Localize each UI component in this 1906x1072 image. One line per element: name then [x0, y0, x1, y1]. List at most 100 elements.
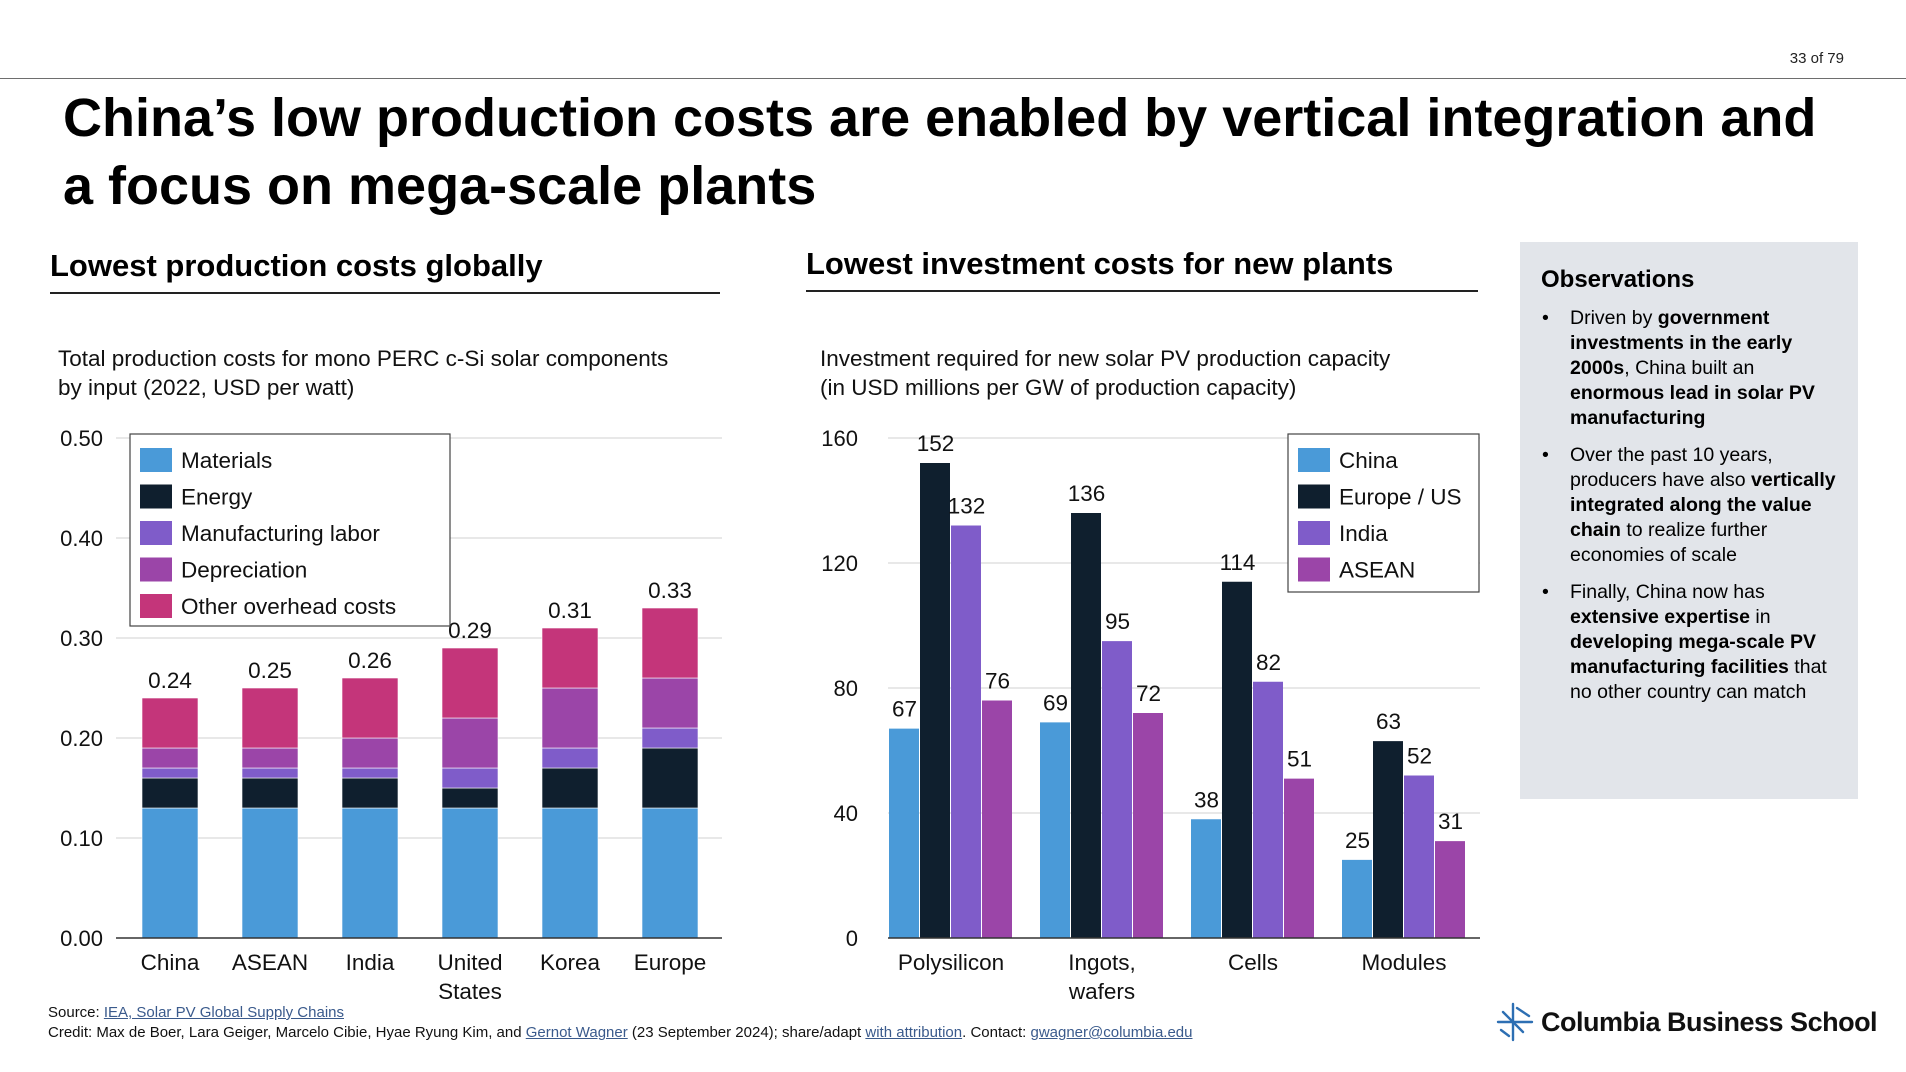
bar-segment: [541, 807, 599, 939]
observations-list: • Driven by government investments in the…: [1540, 306, 1840, 717]
y-tick-label: 0.10: [60, 826, 103, 851]
page-number: 33 of 79: [1789, 50, 1844, 67]
bar-value-label: 72: [1136, 681, 1161, 706]
bar-segment: [541, 627, 599, 689]
bar: [1133, 713, 1163, 938]
bar: [1373, 741, 1403, 938]
bar: [920, 463, 950, 938]
investment-costs-subtitle: Investment required for new solar PV pro…: [820, 344, 1390, 402]
bar: [1222, 581, 1252, 938]
bar-segment: [241, 747, 299, 769]
legend-swatch: [140, 557, 172, 582]
bar: [1191, 819, 1221, 938]
x-category-label: States: [438, 979, 502, 1004]
bar-segment: [241, 767, 299, 779]
legend-label: India: [1339, 521, 1388, 546]
bar-segment: [641, 747, 699, 809]
x-category-label: Cells: [1228, 950, 1278, 975]
bar-segment: [241, 777, 299, 809]
observation-text: , China built an: [1624, 357, 1755, 379]
observation-text: government investments in the early 2000…: [1570, 307, 1793, 379]
x-category-label: wafers: [1068, 979, 1135, 1004]
investment-costs-subtitle-line1: Investment required for new solar PV pro…: [820, 346, 1391, 371]
legend-label: Energy: [181, 485, 253, 510]
investment-costs-heading: Lowest investment costs for new plants: [806, 246, 1478, 292]
legend-label: Europe / US: [1339, 485, 1462, 510]
contact-email-link[interactable]: gwagner@columbia.edu: [1030, 1024, 1193, 1041]
bar-segment: [441, 647, 499, 719]
bar: [1284, 778, 1314, 938]
legend-swatch: [140, 484, 172, 509]
bar-segment: [541, 747, 599, 769]
observation-text: extensive expertise: [1570, 606, 1750, 628]
y-tick-label: 120: [821, 551, 858, 576]
bar-segment: [341, 737, 399, 769]
bar: [1253, 681, 1283, 938]
logo-text: Columbia Business School: [1541, 1006, 1878, 1037]
source-link[interactable]: IEA, Solar PV Global Supply Chains: [103, 1004, 344, 1021]
legend-swatch: [140, 448, 172, 472]
bar-segment: [141, 807, 199, 939]
bar-value-label: 152: [917, 431, 955, 456]
legend-label: Manufacturing labor: [181, 521, 380, 546]
bar-segment: [541, 767, 599, 809]
legend-label: China: [1339, 448, 1398, 473]
investment-costs-subtitle-line2: (in USD millions per GW of production ca…: [820, 375, 1297, 400]
bar-value-label: 25: [1345, 828, 1370, 853]
observation-item: • Finally, China now has extensive expert…: [1540, 580, 1840, 705]
bar-segment: [241, 687, 299, 749]
x-category-label: Ingots,: [1068, 950, 1136, 975]
bullet-icon: •: [1542, 581, 1549, 603]
y-tick-label: 40: [834, 801, 858, 826]
x-category-label: Korea: [540, 950, 601, 975]
observation-item: • Driven by government investments in the…: [1540, 306, 1840, 431]
observation-text: vertically integrated along the value ch…: [1570, 469, 1836, 541]
bar-value-label: 51: [1287, 747, 1312, 772]
bar-segment: [141, 747, 199, 769]
x-category-label: ASEAN: [232, 950, 308, 975]
legend-label: Other overhead costs: [181, 594, 396, 619]
x-category-label: United: [437, 950, 502, 975]
bar-segment: [441, 787, 499, 809]
y-tick-label: 0.50: [60, 426, 103, 451]
observation-text: that no other country can match: [1570, 656, 1827, 703]
source-line: Source: IEA, Solar PV Global Supply Chai…: [48, 1003, 1192, 1023]
total-value-label: 0.29: [448, 618, 492, 643]
columbia-logo: Columbia Business School: [1495, 1002, 1878, 1042]
bar: [1102, 641, 1132, 938]
legend-label: Depreciation: [181, 558, 307, 583]
total-value-label: 0.31: [548, 598, 592, 623]
bar-value-label: 76: [985, 669, 1010, 694]
bar-segment: [641, 727, 699, 749]
bar: [982, 700, 1012, 938]
bar-value-label: 52: [1407, 744, 1432, 769]
observation-text: Finally, China now has: [1570, 581, 1765, 603]
total-value-label: 0.25: [248, 658, 292, 683]
bullet-icon: •: [1542, 307, 1549, 329]
observation-text: in: [1749, 606, 1771, 628]
observation-text: developing mega-scale PV manufacturing f…: [1570, 631, 1817, 678]
bar: [1342, 859, 1372, 938]
bar-segment: [341, 677, 399, 739]
bullet-icon: •: [1542, 444, 1549, 466]
bar: [1071, 513, 1101, 938]
bar-segment: [441, 807, 499, 939]
source-credit: Source: IEA, Solar PV Global Supply Chai…: [48, 1003, 1192, 1043]
legend-swatch: [1298, 521, 1330, 545]
bar-segment: [641, 677, 699, 729]
x-category-label: Europe: [634, 950, 707, 975]
legend-label: Materials: [181, 448, 272, 473]
bar-value-label: 136: [1068, 481, 1106, 506]
page-title: China’s low production costs are enabled…: [63, 88, 1817, 216]
total-value-label: 0.33: [648, 578, 692, 603]
attribution-link[interactable]: with attribution: [865, 1024, 963, 1041]
bar: [1435, 841, 1465, 938]
total-value-label: 0.24: [148, 668, 192, 693]
author-link[interactable]: Gernot Wagner: [525, 1024, 628, 1041]
production-costs-heading: Lowest production costs globally: [50, 248, 720, 294]
bar: [889, 728, 919, 938]
production-costs-subtitle-line2: by input (2022, USD per watt): [58, 375, 355, 400]
observation-item: • Over the past 10 years, producers have …: [1540, 443, 1840, 568]
total-value-label: 0.26: [348, 648, 392, 673]
x-category-label: Polysilicon: [898, 950, 1004, 975]
